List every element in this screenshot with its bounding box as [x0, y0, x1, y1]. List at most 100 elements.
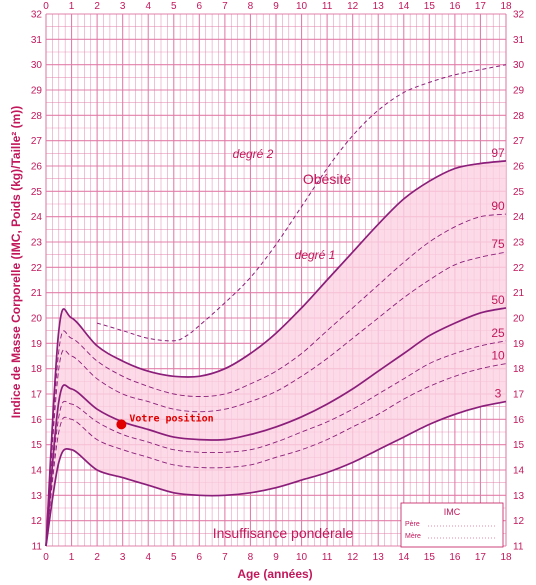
x-tick-label-top: 17 — [475, 1, 487, 12]
percentile-label-10: 10 — [491, 349, 505, 363]
y-tick-label-left: 24 — [31, 212, 43, 223]
x-tick-label-bottom: 2 — [94, 552, 100, 563]
series-p10-line — [45, 363, 507, 547]
x-tick-label-top: 3 — [120, 1, 126, 12]
y-tick-label-right: 17 — [513, 390, 525, 401]
x-tick-label-top: 18 — [500, 1, 512, 12]
y-tick-label-right: 12 — [513, 516, 525, 527]
y-tick-label-left: 26 — [31, 162, 43, 173]
x-tick-label-top: 11 — [322, 1, 333, 12]
y-tick-label-right: 30 — [513, 60, 525, 71]
y-tick-label-right: 32 — [513, 10, 525, 21]
percentile-label-25: 25 — [491, 326, 505, 340]
x-tick-label-top: 1 — [69, 1, 75, 12]
y-tick-label-left: 21 — [31, 288, 43, 299]
y-tick-label-left: 27 — [31, 136, 43, 147]
x-tick-label-bottom: 18 — [500, 552, 512, 563]
x-tick-label-top: 0 — [43, 1, 49, 12]
series-p25-line — [45, 340, 507, 547]
x-tick-label-bottom: 13 — [373, 552, 385, 563]
percentile-label-50: 50 — [491, 293, 505, 307]
x-tick-label-top: 2 — [94, 1, 100, 12]
x-tick-label-top: 9 — [273, 1, 279, 12]
x-tick-label-bottom: 8 — [248, 552, 254, 563]
y-tick-label-right: 11 — [513, 542, 524, 553]
x-tick-label-top: 5 — [171, 1, 177, 12]
annotation-degre-2: degré 2 — [233, 147, 274, 161]
y-tick-label-right: 19 — [513, 339, 525, 350]
series-p50-line — [45, 307, 507, 547]
percentile-label-75: 75 — [491, 237, 505, 251]
y-tick-label-right: 15 — [513, 440, 525, 451]
y-tick-label-left: 12 — [31, 516, 43, 527]
y-tick-label-left: 16 — [31, 415, 43, 426]
y-tick-label-right: 21 — [513, 288, 525, 299]
y-tick-label-right: 24 — [513, 212, 525, 223]
y-tick-label-right: 31 — [513, 35, 525, 46]
legend-title: IMC — [444, 507, 461, 517]
y-tick-label-left: 20 — [31, 314, 43, 325]
y-tick-label-right: 14 — [513, 466, 525, 477]
x-tick-label-bottom: 11 — [322, 552, 333, 563]
percentile-curves — [45, 64, 507, 547]
x-tick-label-bottom: 0 — [43, 552, 49, 563]
y-tick-label-left: 11 — [32, 542, 43, 553]
x-tick-label-bottom: 12 — [347, 552, 359, 563]
series-degre-2-line — [96, 64, 507, 342]
x-tick-label-bottom: 5 — [171, 552, 177, 563]
y-tick-label-left: 17 — [31, 390, 43, 401]
y-tick-label-left: 32 — [31, 10, 43, 21]
percentile-labels: 3 10 25 50 75 90 97 — [491, 146, 505, 401]
x-tick-label-bottom: 1 — [69, 552, 75, 563]
series-p97-line — [45, 160, 507, 547]
y-tick-label-left: 31 — [31, 35, 43, 46]
legend-row-pere: Père — [405, 521, 420, 528]
y-tick-label-right: 25 — [513, 187, 525, 198]
x-tick-label-bottom: 4 — [145, 552, 151, 563]
y-tick-label-right: 29 — [513, 86, 525, 97]
legend-box: IMC Père Mère — [400, 502, 504, 548]
x-tick-label-bottom: 3 — [120, 552, 126, 563]
x-tick-label-top: 16 — [449, 1, 461, 12]
y-tick-label-left: 30 — [31, 60, 43, 71]
x-tick-label-bottom: 10 — [296, 552, 308, 563]
x-tick-label-bottom: 16 — [449, 552, 461, 563]
x-tick-label-top: 8 — [248, 1, 254, 12]
annotation-insuffisance-ponderale: Insuffisance pondérale — [213, 525, 354, 541]
position-label: Votre position — [129, 412, 213, 424]
y-tick-label-left: 18 — [31, 364, 43, 375]
y-tick-label-right: 18 — [513, 364, 525, 375]
x-tick-label-bottom: 7 — [222, 552, 228, 563]
y-tick-label-left: 19 — [31, 339, 43, 350]
y-tick-label-left: 28 — [31, 111, 43, 122]
x-tick-label-top: 7 — [222, 1, 228, 12]
legend-row-mere: Mère — [405, 533, 421, 540]
tick-labels: 0011223344556677889910101111121213131414… — [31, 1, 525, 563]
annotation-degre-1: degré 1 — [295, 248, 336, 262]
x-tick-label-top: 6 — [197, 1, 203, 12]
y-tick-label-left: 29 — [31, 86, 43, 97]
y-tick-label-left: 25 — [31, 187, 43, 198]
x-tick-label-top: 12 — [347, 1, 359, 12]
y-tick-label-right: 27 — [513, 136, 525, 147]
annotation-obesite: Obésité — [303, 171, 351, 187]
x-tick-label-bottom: 6 — [197, 552, 203, 563]
x-tick-label-bottom: 17 — [475, 552, 487, 563]
x-tick-label-top: 14 — [398, 1, 410, 12]
y-tick-label-right: 26 — [513, 162, 525, 173]
y-tick-label-right: 16 — [513, 415, 525, 426]
y-tick-label-right: 28 — [513, 111, 525, 122]
x-tick-label-bottom: 14 — [398, 552, 410, 563]
y-tick-label-left: 14 — [31, 466, 43, 477]
y-tick-label-right: 20 — [513, 314, 525, 325]
x-tick-label-bottom: 15 — [424, 552, 436, 563]
x-tick-label-top: 13 — [373, 1, 385, 12]
position-marker — [116, 419, 127, 430]
percentile-label-97: 97 — [491, 146, 505, 160]
y-tick-label-left: 22 — [31, 263, 43, 274]
series-p3-line — [45, 400, 507, 547]
y-tick-label-left: 15 — [31, 440, 43, 451]
x-tick-label-top: 15 — [424, 1, 436, 12]
percentile-band-fill — [46, 160, 506, 546]
percentile-label-3: 3 — [495, 387, 502, 401]
